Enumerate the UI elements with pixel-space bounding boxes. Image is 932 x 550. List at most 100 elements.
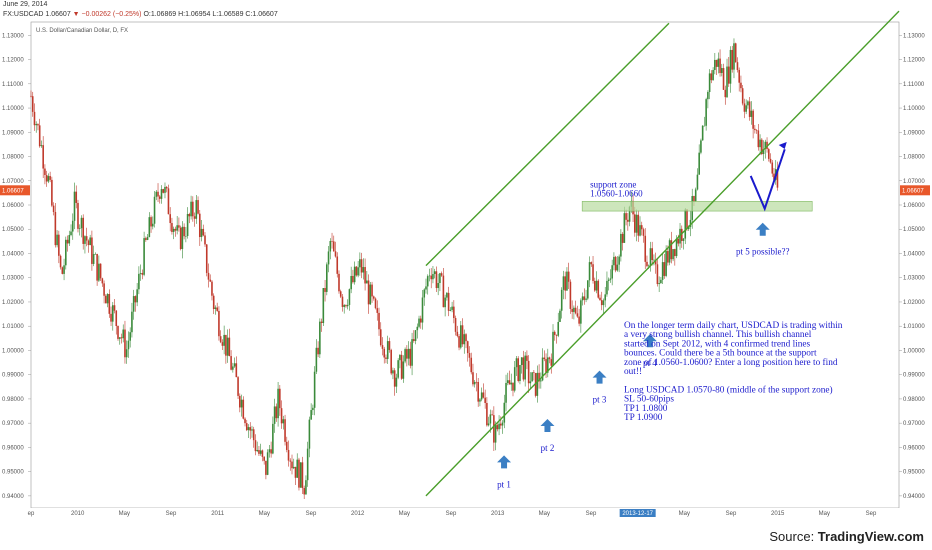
y-tick-label-right: 1.13000: [903, 33, 925, 39]
candle-body: [200, 228, 203, 238]
candle-body: [773, 173, 775, 180]
candle-body: [698, 152, 700, 175]
y-tick-label-right: 1.04000: [903, 251, 925, 257]
candle-body: [513, 367, 516, 391]
y-tick-label-right: 0.99000: [903, 373, 925, 379]
candle-body: [479, 399, 481, 402]
candle-body: [306, 448, 309, 481]
candle-body: [475, 381, 478, 383]
candle-body: [482, 392, 485, 398]
candle-body: [500, 423, 502, 426]
annotation-line: zone of 1.0560-1.0600? Enter a long posi…: [624, 357, 838, 368]
candle-body: [618, 256, 620, 265]
candle-body: [150, 217, 152, 227]
candle-body: [339, 291, 342, 297]
candle-body: [96, 253, 98, 281]
y-tick-label-right: 1.08000: [903, 155, 925, 161]
candle-body: [153, 196, 156, 224]
candle-body: [209, 279, 212, 282]
y-tick-label-left: 0.96000: [2, 445, 24, 451]
x-tick-label: Sep: [586, 511, 597, 517]
candle-body: [444, 297, 446, 308]
bounce-point-label: pt 2: [541, 443, 555, 453]
y-tick-label-left: 1.11000: [2, 82, 24, 88]
candle-body: [178, 225, 180, 228]
candle-body: [78, 228, 81, 229]
candle-body: [167, 188, 170, 215]
candle-body: [767, 149, 770, 159]
x-tick-label: Sep: [726, 511, 737, 517]
candle-body: [555, 334, 558, 336]
candle-body: [451, 306, 453, 310]
candle-body: [37, 124, 39, 126]
candle-body: [667, 251, 669, 263]
y-tick-label-right: 1.03000: [903, 276, 925, 282]
candle-body: [407, 348, 410, 359]
candle-body: [92, 254, 95, 264]
candle-body: [567, 271, 570, 282]
candle-body: [512, 382, 514, 391]
candle-body: [345, 305, 347, 307]
candle-body: [75, 191, 78, 203]
candle-body: [430, 275, 433, 280]
candle-body: [232, 366, 234, 370]
candle-body: [522, 357, 525, 380]
candle-body: [285, 441, 288, 450]
y-tick-label-left: 1.04000: [2, 251, 24, 257]
candle-body: [559, 310, 561, 322]
candle-body: [235, 363, 238, 378]
candle-body: [592, 264, 594, 281]
y-tick-label-right: 1.00000: [903, 348, 925, 354]
symbol-quote-line: FX:USDCAD 1.06607 ▼ −0.00262 (−0.25%) O:…: [3, 11, 278, 18]
candle-body: [386, 341, 389, 359]
candle-body: [628, 206, 631, 222]
bounce-point-label: pt 3: [593, 395, 607, 405]
candle-body: [118, 337, 121, 339]
candle-body: [212, 295, 215, 310]
candle-body: [367, 280, 370, 305]
candle-body: [498, 423, 500, 430]
candle-body: [134, 296, 137, 303]
candle-body: [87, 240, 90, 246]
candle-body: [190, 201, 192, 217]
x-tick-label: 2013-12-17: [622, 511, 653, 517]
candle-body: [303, 488, 305, 495]
candle-body: [219, 336, 222, 343]
candle-body: [722, 68, 725, 90]
candle-body: [520, 357, 523, 366]
candle-body: [169, 214, 172, 224]
candle-body: [402, 361, 405, 379]
candle-body: [545, 359, 547, 373]
y-tick-label-right: 0.96000: [903, 445, 925, 451]
price-change: ▼ −0.00262 (−0.25%): [72, 11, 142, 18]
annotation-line: SL 50-60pips: [624, 395, 674, 405]
x-tick-label: May: [679, 511, 690, 517]
candle-body: [38, 125, 41, 147]
candle-body: [310, 410, 312, 420]
x-tick-label: ep: [28, 511, 35, 517]
x-tick-highlight: [619, 509, 656, 517]
y-tick-label-right: 1.05000: [903, 227, 925, 233]
candle-body: [58, 234, 60, 256]
candle-body: [127, 340, 130, 350]
candle-body: [400, 354, 403, 379]
candle-body: [192, 201, 194, 217]
candle-body: [193, 216, 196, 219]
candle-body: [68, 235, 71, 244]
candle-body: [113, 305, 116, 311]
candle-body: [56, 234, 58, 246]
candle-body: [378, 312, 380, 330]
candle-body: [399, 354, 401, 361]
candle-body: [59, 255, 62, 268]
annotation-line: On the longer term daily chart, USDCAD i…: [624, 321, 843, 331]
candle-body: [496, 425, 499, 430]
candle-body: [653, 259, 655, 261]
candle-body: [390, 349, 392, 374]
candle-body: [47, 176, 50, 182]
candle-body: [447, 292, 450, 311]
candle-body: [484, 397, 486, 403]
candle-body: [771, 162, 774, 174]
y-tick-label-right: 1.12000: [903, 58, 925, 64]
candle-body: [205, 244, 208, 273]
